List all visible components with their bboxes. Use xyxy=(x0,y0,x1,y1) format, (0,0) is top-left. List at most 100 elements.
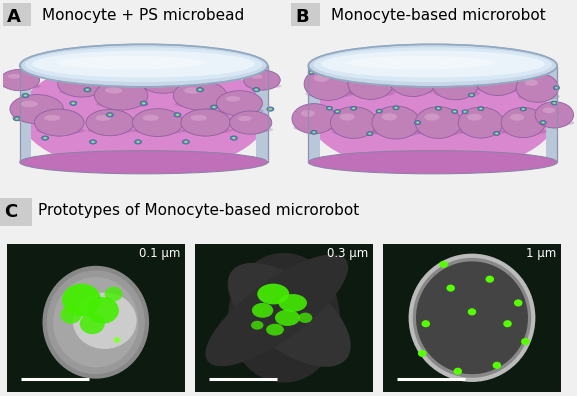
Ellipse shape xyxy=(140,67,188,93)
Ellipse shape xyxy=(553,102,556,104)
Ellipse shape xyxy=(417,128,463,136)
Ellipse shape xyxy=(433,89,480,97)
FancyBboxPatch shape xyxy=(291,3,320,26)
Ellipse shape xyxy=(339,114,355,121)
Ellipse shape xyxy=(372,106,420,139)
Ellipse shape xyxy=(62,284,101,316)
Ellipse shape xyxy=(182,140,189,144)
Ellipse shape xyxy=(22,93,29,98)
Ellipse shape xyxy=(536,74,539,76)
Ellipse shape xyxy=(181,109,230,136)
Ellipse shape xyxy=(132,109,183,137)
Ellipse shape xyxy=(555,87,558,89)
Ellipse shape xyxy=(433,83,436,85)
Ellipse shape xyxy=(226,96,241,102)
Ellipse shape xyxy=(376,109,383,113)
Ellipse shape xyxy=(543,107,555,113)
Ellipse shape xyxy=(308,44,557,87)
Ellipse shape xyxy=(176,114,179,116)
Ellipse shape xyxy=(134,128,185,134)
Ellipse shape xyxy=(190,115,207,121)
Bar xyxy=(383,244,561,392)
Ellipse shape xyxy=(28,59,35,63)
Ellipse shape xyxy=(176,64,179,66)
Text: 1 μm: 1 μm xyxy=(526,248,556,261)
Ellipse shape xyxy=(314,74,329,82)
Ellipse shape xyxy=(551,101,557,105)
Ellipse shape xyxy=(308,50,557,81)
Ellipse shape xyxy=(553,86,560,90)
Ellipse shape xyxy=(249,69,252,71)
Ellipse shape xyxy=(60,306,81,324)
Ellipse shape xyxy=(58,71,106,97)
Ellipse shape xyxy=(198,89,201,91)
Ellipse shape xyxy=(247,68,254,72)
Ellipse shape xyxy=(452,110,458,113)
Ellipse shape xyxy=(53,68,60,72)
Ellipse shape xyxy=(495,133,498,134)
Ellipse shape xyxy=(432,82,437,86)
Ellipse shape xyxy=(373,128,421,137)
Ellipse shape xyxy=(68,76,83,82)
Text: B: B xyxy=(295,8,309,26)
Ellipse shape xyxy=(279,294,307,312)
Ellipse shape xyxy=(16,118,18,120)
Ellipse shape xyxy=(470,94,473,96)
Ellipse shape xyxy=(478,107,484,110)
Ellipse shape xyxy=(275,310,300,326)
Text: Monocyte-based microrobot: Monocyte-based microrobot xyxy=(331,8,546,23)
Ellipse shape xyxy=(137,141,140,143)
Ellipse shape xyxy=(32,51,255,78)
Ellipse shape xyxy=(243,70,280,90)
Ellipse shape xyxy=(308,150,557,174)
Ellipse shape xyxy=(454,367,462,375)
Ellipse shape xyxy=(228,253,340,383)
Ellipse shape xyxy=(516,73,559,102)
Ellipse shape xyxy=(104,287,122,301)
Ellipse shape xyxy=(73,293,137,349)
Text: Monocyte + PS microbead: Monocyte + PS microbead xyxy=(42,8,245,23)
Ellipse shape xyxy=(512,69,515,70)
Bar xyxy=(7,244,185,392)
Ellipse shape xyxy=(245,84,282,89)
Ellipse shape xyxy=(87,297,119,324)
Ellipse shape xyxy=(542,122,545,124)
Ellipse shape xyxy=(468,308,476,315)
Ellipse shape xyxy=(95,115,111,121)
Ellipse shape xyxy=(184,87,201,94)
Ellipse shape xyxy=(298,312,312,323)
Ellipse shape xyxy=(399,70,414,78)
Ellipse shape xyxy=(175,101,228,108)
Polygon shape xyxy=(20,66,31,160)
Ellipse shape xyxy=(313,131,316,133)
Ellipse shape xyxy=(36,128,85,134)
Ellipse shape xyxy=(59,89,107,95)
Ellipse shape xyxy=(173,81,227,110)
Ellipse shape xyxy=(510,114,524,121)
Ellipse shape xyxy=(80,313,104,334)
Ellipse shape xyxy=(20,150,268,174)
Ellipse shape xyxy=(8,74,21,79)
Ellipse shape xyxy=(255,89,258,91)
Ellipse shape xyxy=(325,67,331,71)
Ellipse shape xyxy=(432,78,438,82)
Ellipse shape xyxy=(447,284,455,291)
Ellipse shape xyxy=(484,71,499,78)
Ellipse shape xyxy=(213,74,220,78)
Ellipse shape xyxy=(350,107,357,110)
Ellipse shape xyxy=(410,63,416,67)
Ellipse shape xyxy=(328,107,331,109)
Ellipse shape xyxy=(57,56,205,69)
Ellipse shape xyxy=(334,110,340,113)
Ellipse shape xyxy=(86,109,134,136)
Ellipse shape xyxy=(185,141,188,143)
Ellipse shape xyxy=(521,338,530,345)
Ellipse shape xyxy=(72,102,75,104)
Ellipse shape xyxy=(458,107,503,138)
Polygon shape xyxy=(546,66,557,160)
Ellipse shape xyxy=(331,107,377,139)
Ellipse shape xyxy=(231,127,273,132)
Ellipse shape xyxy=(383,71,389,75)
Ellipse shape xyxy=(142,102,145,104)
Ellipse shape xyxy=(503,320,512,327)
